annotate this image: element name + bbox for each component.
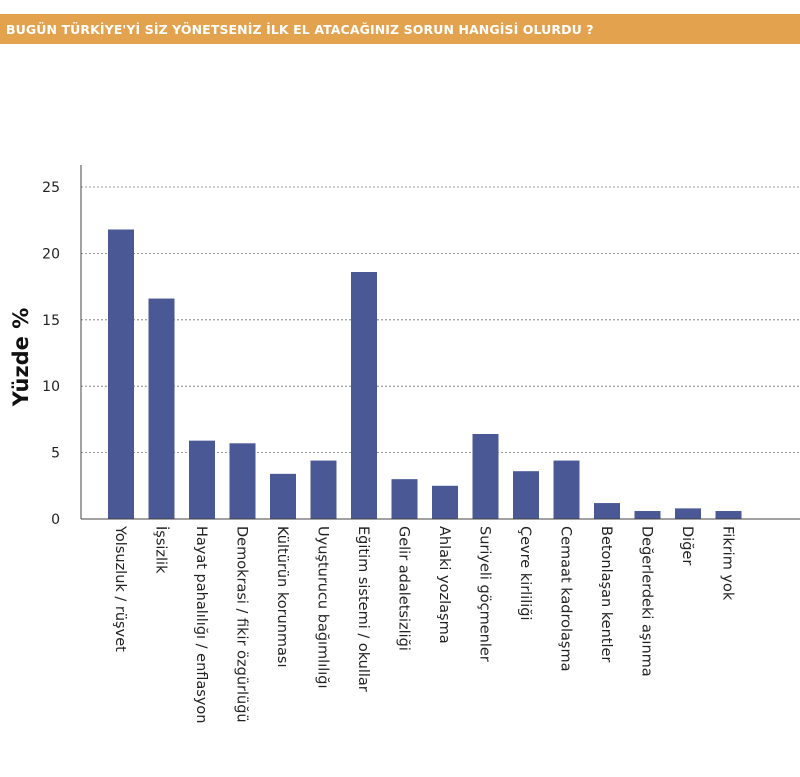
- x-tick-label: Eğitim sistemi / okullar: [355, 526, 371, 692]
- page-title: BUGÜN TÜRKİYE'Yİ SİZ YÖNETSENİZ İLK EL A…: [6, 21, 594, 37]
- x-tick-label: Gelir adaletsizliği: [396, 526, 412, 651]
- x-tick-label: Diğer: [679, 526, 695, 565]
- x-tick-label: Kültürün korunması: [274, 526, 290, 668]
- x-tick-label: Değerlerdeki aşınma: [639, 526, 655, 677]
- y-tick-label: 10: [42, 379, 60, 395]
- gridlines: [81, 186, 800, 454]
- x-tick-label: Çevre kirliliği: [517, 526, 533, 621]
- bar: [270, 473, 296, 519]
- title-banner: BUGÜN TÜRKİYE'Yİ SİZ YÖNETSENİZ İLK EL A…: [0, 14, 800, 44]
- bar: [229, 443, 256, 519]
- x-tick-label: Uyuşturucu bağımlılığı: [315, 526, 331, 689]
- x-tick-label: Cemaat kadrolaşma: [558, 526, 574, 671]
- axes: [80, 165, 800, 520]
- bar: [553, 460, 580, 519]
- bar: [675, 508, 701, 519]
- bar: [594, 503, 620, 519]
- bar: [472, 434, 499, 519]
- x-tick-label: Suriyeli göçmenler: [477, 526, 493, 662]
- bars: [108, 229, 742, 519]
- axis-labels: 0 5 10 15 20 25 Yolsuzluk / rüşvet İşsizlik Haya…: [42, 180, 735, 724]
- bar: [189, 440, 215, 519]
- y-axis-label: Yüzde %: [9, 308, 33, 407]
- x-tick-label: Betonlaşan kentler: [598, 526, 614, 662]
- y-tick-label: 5: [51, 446, 60, 462]
- bar: [310, 460, 337, 519]
- x-tick-label: Ahlaki yozlaşma: [436, 526, 452, 644]
- y-tick-label: 20: [42, 246, 60, 262]
- x-tick-label: İşsizlik: [153, 526, 171, 574]
- y-tick-label: 25: [42, 180, 60, 196]
- y-tick-label: 15: [42, 313, 60, 329]
- x-tick-label: Demokrasi / fikir özgürlüğü: [234, 526, 250, 723]
- x-tick-label: Yolsuzluk / rüşvet: [112, 525, 128, 652]
- bar: [148, 298, 175, 519]
- x-tick-label: Hayat pahalılığı / enflasyon: [193, 526, 209, 724]
- bar: [634, 511, 661, 519]
- bar: [351, 271, 377, 519]
- x-tick-label: Fikrim yok: [720, 526, 736, 601]
- bar: [715, 511, 742, 519]
- y-tick-label: 0: [51, 512, 60, 528]
- bar: [108, 229, 134, 519]
- bar: [432, 485, 458, 519]
- bar: [513, 471, 539, 519]
- bar: [391, 479, 418, 519]
